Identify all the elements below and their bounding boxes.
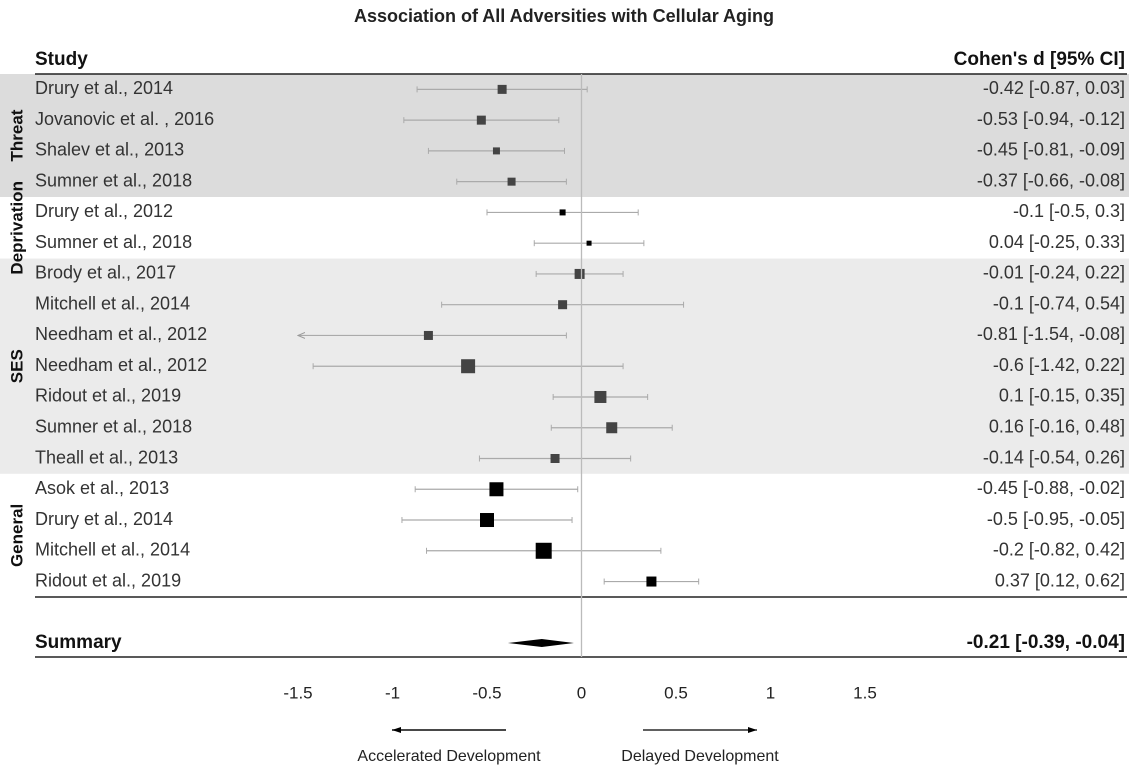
effect-label: -0.5 [-0.95, -0.05]: [987, 509, 1125, 529]
effect-label: -0.81 [-1.54, -0.08]: [977, 324, 1125, 344]
effect-label: -0.45 [-0.81, -0.09]: [977, 140, 1125, 160]
point-estimate: [476, 115, 486, 125]
point-estimate: [606, 422, 618, 434]
study-label: Ridout et al., 2019: [35, 570, 181, 590]
point-estimate: [558, 300, 568, 310]
group-label: General: [7, 504, 26, 567]
group-label: Threat: [7, 109, 26, 161]
group-band: [0, 197, 1129, 259]
study-label: Drury et al., 2012: [35, 201, 173, 221]
point-estimate: [594, 390, 607, 403]
effect-label: -0.2 [-0.82, 0.42]: [993, 540, 1125, 560]
study-label: Drury et al., 2014: [35, 509, 173, 529]
group-band: [0, 74, 1129, 198]
study-header: Study: [35, 49, 88, 70]
group-band: [0, 473, 1129, 597]
effect-label: -0.42 [-0.87, 0.03]: [983, 78, 1125, 98]
effect-label: -0.14 [-0.54, 0.26]: [983, 447, 1125, 467]
study-label: Mitchell et al., 2014: [35, 540, 190, 560]
plot: Threat Drury et al., 2014 -0.42 [-0.87, 0.…: [7, 74, 1125, 702]
x-tick-label: 0: [577, 683, 586, 702]
point-estimate: [492, 147, 500, 155]
right-direction-label: Delayed Development: [621, 748, 779, 765]
effect-label: -0.45 [-0.88, -0.02]: [977, 478, 1125, 498]
point-estimate: [586, 240, 592, 246]
point-estimate: [550, 454, 560, 463]
study-label: Mitchell et al., 2014: [35, 293, 190, 313]
point-estimate: [535, 542, 552, 559]
study-label: Needham et al., 2012: [35, 355, 207, 375]
summary-label: Summary: [35, 632, 122, 653]
effect-label: 0.1 [-0.15, 0.35]: [999, 386, 1125, 406]
x-tick-label: 0.5: [664, 683, 688, 702]
x-tick-label: 1: [766, 683, 775, 702]
group-label: Deprivation: [7, 181, 26, 275]
summary-diamond: [507, 639, 574, 647]
effect-label: -0.6 [-1.42, 0.22]: [993, 355, 1125, 375]
study-label: Sumner et al., 2018: [35, 232, 192, 252]
effect-label: -0.1 [-0.5, 0.3]: [1013, 201, 1125, 221]
effect-label: -0.37 [-0.66, -0.08]: [977, 170, 1125, 190]
effect-label: 0.04 [-0.25, 0.33]: [989, 232, 1125, 252]
effect-label: 0.37 [0.12, 0.62]: [995, 570, 1125, 590]
point-estimate: [559, 209, 566, 216]
study-label: Drury et al., 2014: [35, 78, 173, 98]
effect-label: -0.01 [-0.24, 0.22]: [983, 263, 1125, 283]
study-label: Needham et al., 2012: [35, 324, 207, 344]
x-tick-label: -1.5: [283, 683, 312, 702]
row-backgrounds: [0, 74, 1129, 597]
effect-header: Cohen's d [95% CI]: [954, 49, 1125, 70]
effect-label: -0.1 [-0.74, 0.54]: [993, 293, 1125, 313]
effect-label: 0.16 [-0.16, 0.48]: [989, 416, 1125, 436]
point-estimate: [507, 177, 516, 186]
effect-label: -0.53 [-0.94, -0.12]: [977, 109, 1125, 129]
point-estimate: [423, 330, 433, 340]
chart-title: Association of All Adversities with Cell…: [354, 6, 774, 26]
study-label: Ridout et al., 2019: [35, 386, 181, 406]
study-label: Sumner et al., 2018: [35, 170, 192, 190]
point-estimate: [480, 513, 494, 528]
summary-effect: -0.21 [-0.39, -0.04]: [967, 632, 1125, 653]
x-tick-label: 1.5: [853, 683, 877, 702]
point-estimate: [574, 268, 585, 279]
study-label: Jovanovic et al. , 2016: [35, 109, 214, 129]
point-estimate: [497, 84, 507, 94]
left-direction-label: Accelerated Development: [357, 748, 541, 765]
study-label: Brody et al., 2017: [35, 263, 176, 283]
group-label: SES: [7, 349, 26, 383]
x-tick-label: -1: [385, 683, 400, 702]
point-estimate: [646, 576, 657, 587]
study-label: Asok et al., 2013: [35, 478, 169, 498]
point-estimate: [461, 359, 476, 374]
study-label: Theall et al., 2013: [35, 447, 178, 467]
study-label: Shalev et al., 2013: [35, 140, 184, 160]
study-label: Sumner et al., 2018: [35, 416, 192, 436]
x-tick-label: -0.5: [472, 683, 501, 702]
point-estimate: [489, 482, 504, 497]
